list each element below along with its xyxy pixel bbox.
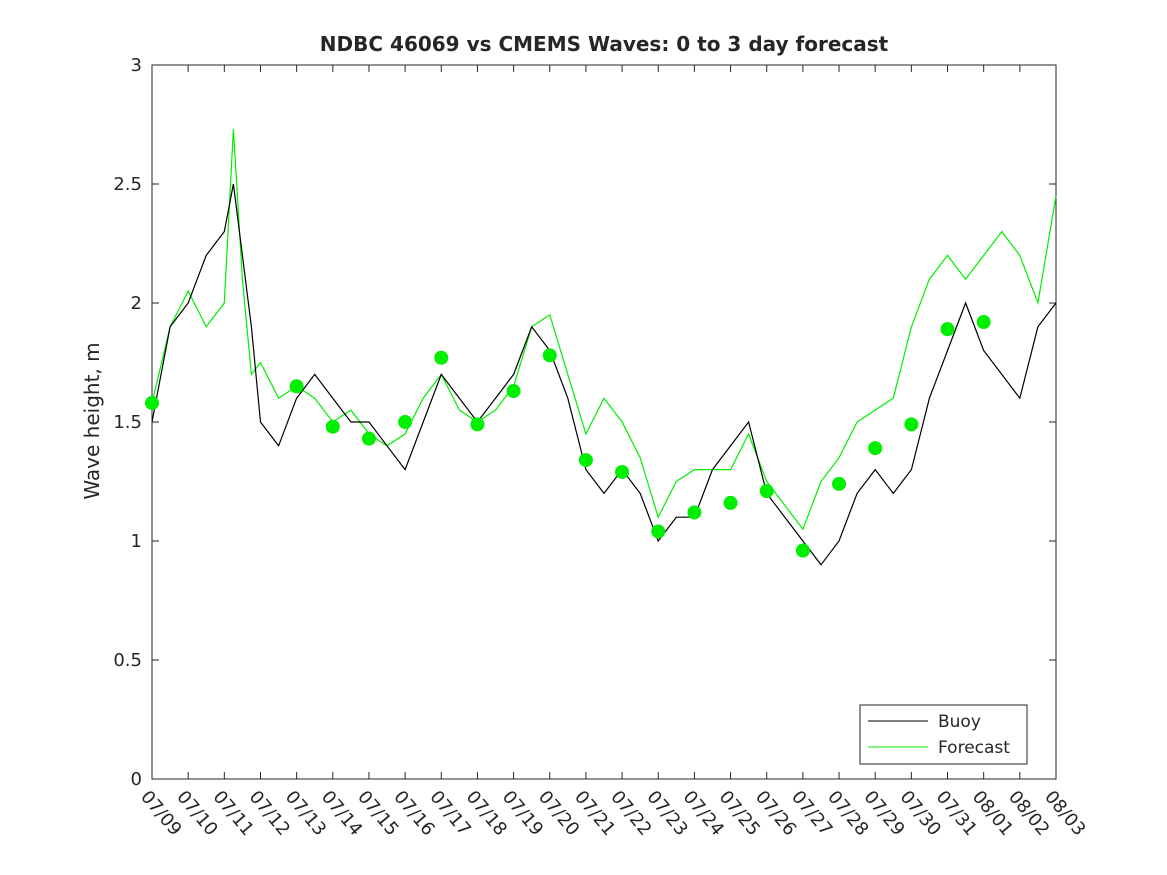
y-tick-label: 0 xyxy=(131,769,142,790)
series-layer xyxy=(145,129,1057,566)
forecast-marker xyxy=(940,322,955,337)
chart-title: NDBC 46069 vs CMEMS Waves: 0 to 3 day fo… xyxy=(320,32,889,56)
buoy-line xyxy=(151,183,1057,566)
forecast-marker xyxy=(542,348,557,363)
forecast-marker xyxy=(578,453,593,468)
y-tick-label: 3 xyxy=(131,55,142,76)
forecast-marker xyxy=(759,484,774,499)
forecast-marker xyxy=(506,384,521,399)
forecast-marker xyxy=(904,417,919,432)
forecast-marker xyxy=(398,415,413,429)
y-axis-label: Wave height, m xyxy=(80,342,104,499)
forecast-marker xyxy=(832,476,847,491)
y-tick-label: 2.5 xyxy=(113,174,142,195)
y-tick-label: 1 xyxy=(131,531,142,552)
forecast-marker xyxy=(289,379,304,394)
forecast-line xyxy=(151,129,1057,531)
y-axis-ticks: 0 0.5 1 1.5 2 2.5 3 xyxy=(113,55,1056,790)
forecast-marker xyxy=(615,464,630,479)
forecast-marker xyxy=(976,315,991,330)
forecast-marker xyxy=(325,419,340,434)
forecast-marker xyxy=(723,495,738,510)
chart-legend: Buoy Forecast xyxy=(859,704,1028,765)
forecast-marker xyxy=(868,441,883,456)
forecast-marker xyxy=(145,395,159,410)
y-tick-label: 1.5 xyxy=(113,412,142,433)
forecast-marker xyxy=(651,524,666,539)
forecast-marker xyxy=(434,350,449,365)
legend-forecast-label: Forecast xyxy=(938,738,1010,758)
forecast-marker xyxy=(795,543,810,558)
forecast-marker xyxy=(470,417,485,432)
forecast-marker xyxy=(687,505,702,520)
y-tick-label: 0.5 xyxy=(113,650,142,671)
y-tick-label: 2 xyxy=(131,293,142,314)
forecast-marker xyxy=(361,431,376,446)
legend-box xyxy=(859,704,1028,765)
legend-buoy-label: Buoy xyxy=(938,712,981,732)
